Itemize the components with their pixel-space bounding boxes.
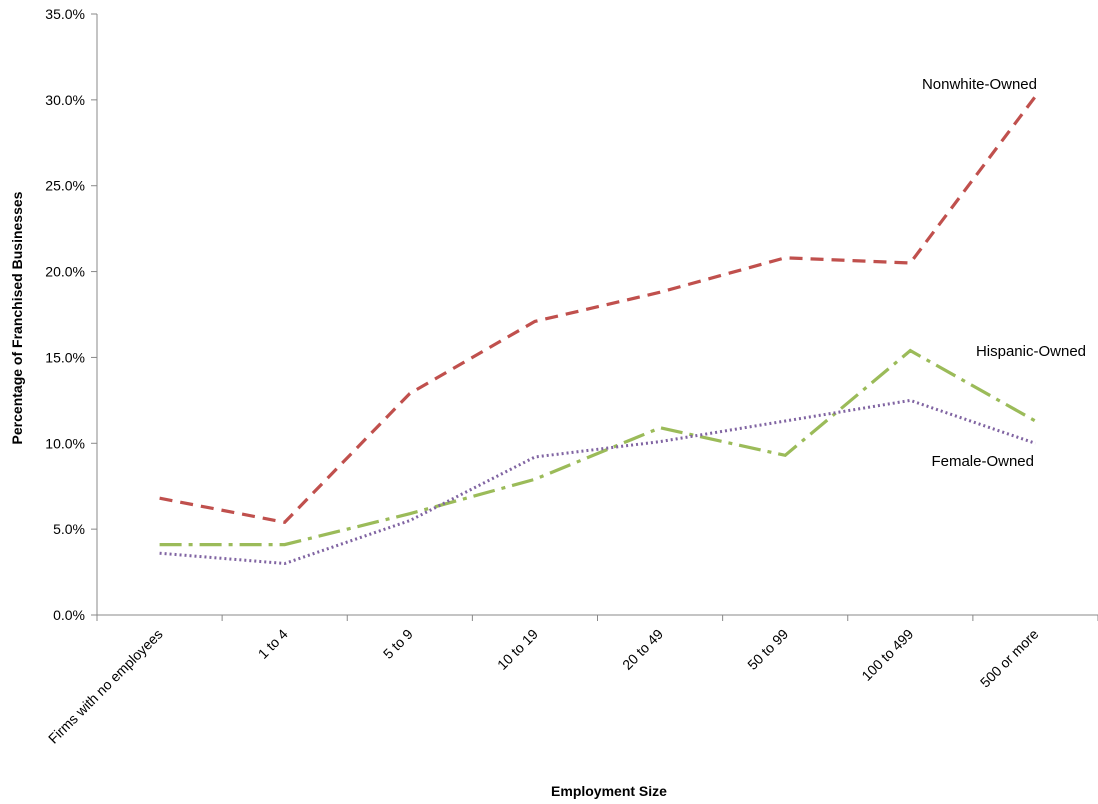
series-line-hispanic-owned: [159, 348, 1037, 547]
series-label-nonwhite-owned: Nonwhite-Owned: [922, 76, 1037, 93]
y-tick-label: 15.0%: [45, 349, 85, 365]
series-label-hispanic-owned: Hispanic-Owned: [976, 343, 1086, 360]
axes: 0.0% 5.0% 10.0% 15.0% 20.0% 25.0% 30.0% 35.0% Fi…: [45, 6, 1098, 747]
y-tick-label: 30.0%: [45, 92, 85, 108]
x-tick-label: Firms with no employees: [45, 626, 166, 747]
x-axis-title: Employment Size: [551, 783, 667, 799]
x-tick-label: 1 to 4: [255, 626, 291, 662]
series-labels: Nonwhite-Owned Hispanic-Owned Female-Owned: [922, 76, 1086, 470]
x-tick-label: 50 to 99: [744, 626, 791, 673]
y-tick-label: 20.0%: [45, 264, 85, 280]
x-tick-label: 20 to 49: [619, 626, 666, 673]
x-tick-label: 10 to 19: [494, 626, 541, 673]
y-tick-label: 10.0%: [45, 435, 85, 451]
y-axis-title: Percentage of Franchised Businesses: [9, 191, 25, 444]
series-label-female-owned: Female-Owned: [931, 453, 1034, 470]
x-tick-label: 500 or more: [977, 626, 1042, 691]
y-tick-label: 0.0%: [53, 607, 85, 623]
series-line-nonwhite-owned: [159, 95, 1037, 525]
series-lines: [159, 95, 1037, 566]
y-tick-label: 25.0%: [45, 178, 85, 194]
y-tick-label: 35.0%: [45, 6, 85, 22]
series-line-female-owned: [159, 398, 1036, 566]
y-tick-label: 5.0%: [53, 521, 85, 537]
x-tick-label: 100 to 499: [858, 626, 916, 684]
x-tick-label: 5 to 9: [380, 626, 416, 662]
